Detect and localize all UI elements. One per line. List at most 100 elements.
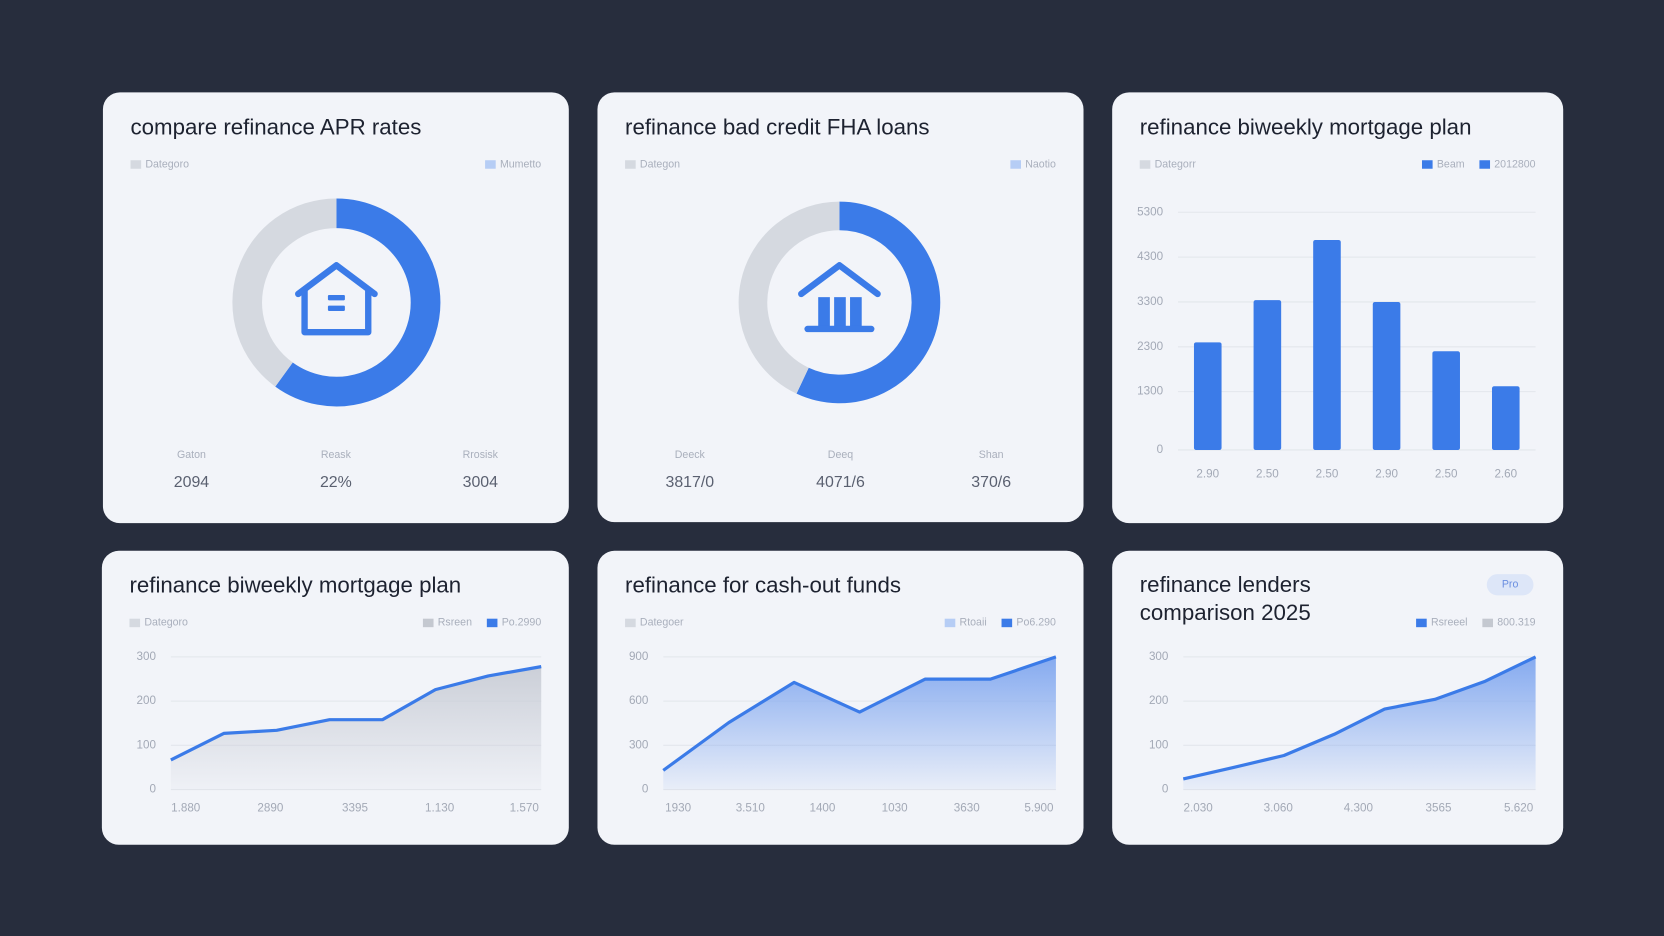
- y-tick-label: 4300: [1137, 250, 1163, 263]
- legend-label: Rsreeel: [1431, 617, 1468, 629]
- x-tick-label: 3.060: [1264, 802, 1294, 815]
- x-tick-label: 2.50: [1256, 467, 1279, 480]
- legend-label: Dategoer: [640, 617, 684, 629]
- stat-value: 2094: [174, 474, 210, 491]
- x-tick-label: 1.130: [425, 802, 455, 815]
- title-box: refinance lenders comparison 2025: [1139, 573, 1311, 626]
- x-tick-label: 4.300: [1344, 802, 1374, 815]
- x-tick-label: 2.50: [1435, 467, 1458, 480]
- stat-value: 3817/0: [665, 474, 714, 491]
- y-tick-label: 100: [1149, 738, 1169, 751]
- y-tick-label: 5300: [1137, 205, 1163, 218]
- card-title: refinance biweekly mortgage plan: [129, 573, 461, 598]
- legend-label: Dategorr: [1155, 158, 1197, 170]
- stat-value: 3004: [463, 474, 499, 491]
- legend-label: Mumetto: [500, 158, 541, 170]
- legend-swatch: [944, 618, 956, 628]
- donut-segment: [232, 198, 337, 387]
- y-tick-label: 3300: [1137, 295, 1163, 308]
- legend-label: Naotio: [1025, 158, 1056, 170]
- icon-detail: [327, 295, 345, 301]
- y-tick-label: 300: [1149, 650, 1169, 663]
- x-tick-label: 5.900: [1024, 802, 1054, 815]
- donut-segment: [796, 201, 941, 404]
- icon-detail: [327, 305, 345, 311]
- area: [170, 666, 542, 790]
- y-tick-label: 0: [150, 783, 157, 796]
- x-tick-label: 1930: [665, 802, 691, 815]
- legend-swatch: [486, 618, 498, 628]
- icon-body: [301, 286, 372, 336]
- bar: [1313, 240, 1341, 450]
- card-title: refinance biweekly mortgage plan: [1140, 114, 1472, 139]
- legend-swatch: [485, 160, 496, 169]
- bar: [1491, 386, 1520, 450]
- icon-pillar: [818, 297, 830, 327]
- x-tick-label: 1.880: [171, 802, 201, 815]
- stat-value: 370/6: [971, 474, 1011, 491]
- x-tick-label: 2890: [257, 802, 283, 815]
- legend-swatch: [1001, 618, 1013, 628]
- stat-label: Deeck: [675, 449, 706, 461]
- legend-label: 800.319: [1497, 617, 1535, 629]
- legend-swatch: [1139, 160, 1151, 169]
- stat-label: Deeq: [828, 449, 853, 461]
- x-tick-label: 2.50: [1316, 467, 1339, 480]
- x-tick-label: 3395: [342, 802, 368, 815]
- legend-label: Po.2990: [502, 617, 542, 629]
- legend-swatch: [1482, 618, 1493, 628]
- line: [662, 655, 1057, 772]
- bar: [1253, 300, 1282, 450]
- icon-pillar: [834, 297, 846, 327]
- stat-label: Shan: [979, 449, 1004, 461]
- legend-label: Beam: [1437, 158, 1465, 170]
- legend-label: Dategon: [640, 158, 680, 170]
- y-tick-label: 0: [1157, 443, 1164, 456]
- donut-segment: [275, 198, 441, 407]
- y-tick-label: 200: [137, 694, 157, 707]
- badge: Pro: [1502, 579, 1519, 591]
- x-tick-label: 1.570: [510, 802, 540, 815]
- icon-roof: [798, 262, 881, 298]
- y-tick-label: 0: [1162, 783, 1169, 796]
- x-tick-label: 1030: [882, 802, 908, 815]
- y-tick-label: 200: [1149, 694, 1169, 707]
- card-title: refinance for cash-out funds: [625, 573, 901, 598]
- legend-label: Rsreen: [438, 617, 472, 629]
- icon-roof: [295, 262, 378, 298]
- stat-label: Reask: [321, 449, 352, 461]
- card-title: refinance bad credit FHA loans: [625, 114, 929, 139]
- y-tick-label: 2300: [1137, 340, 1163, 353]
- y-tick-label: 1300: [1137, 385, 1163, 398]
- y-tick-label: 0: [642, 783, 649, 796]
- legend-swatch: [130, 160, 142, 169]
- badge-background: [1486, 574, 1534, 596]
- stat-value: 4071/6: [816, 474, 865, 491]
- donut-segment: [738, 201, 840, 394]
- x-tick-label: 2.90: [1196, 467, 1219, 480]
- line: [170, 665, 542, 762]
- x-tick-label: 2.60: [1494, 467, 1517, 480]
- legend-swatch: [129, 618, 141, 628]
- legend-swatch: [1421, 160, 1433, 169]
- card: refinance bad credit FHA loans Dategon Nao…: [597, 92, 1084, 523]
- legend-label: Rtoaii: [960, 617, 987, 629]
- x-tick-label: 1400: [809, 802, 835, 815]
- legend-swatch: [422, 618, 434, 628]
- x-tick-label: 3630: [954, 802, 980, 815]
- x-tick-label: 3.510: [736, 802, 766, 815]
- card-title: compare refinance APR rates: [131, 114, 422, 139]
- x-tick-label: 2.90: [1375, 467, 1398, 480]
- legend-label: 2012800: [1494, 158, 1535, 170]
- legend-swatch: [625, 160, 636, 169]
- bar: [1432, 351, 1460, 450]
- legend-label: Dategoro: [144, 617, 188, 629]
- y-tick-label: 300: [629, 738, 649, 751]
- x-tick-label: 5.620: [1504, 802, 1534, 815]
- x-tick-label: 3565: [1426, 802, 1452, 815]
- card: refinance biweekly mortgage plan Dategorr…: [1112, 92, 1564, 524]
- card-title: refinance lenders comparison 2025: [1139, 573, 1311, 626]
- card: refinance for cash-out funds Dategoer Po6.…: [597, 550, 1084, 845]
